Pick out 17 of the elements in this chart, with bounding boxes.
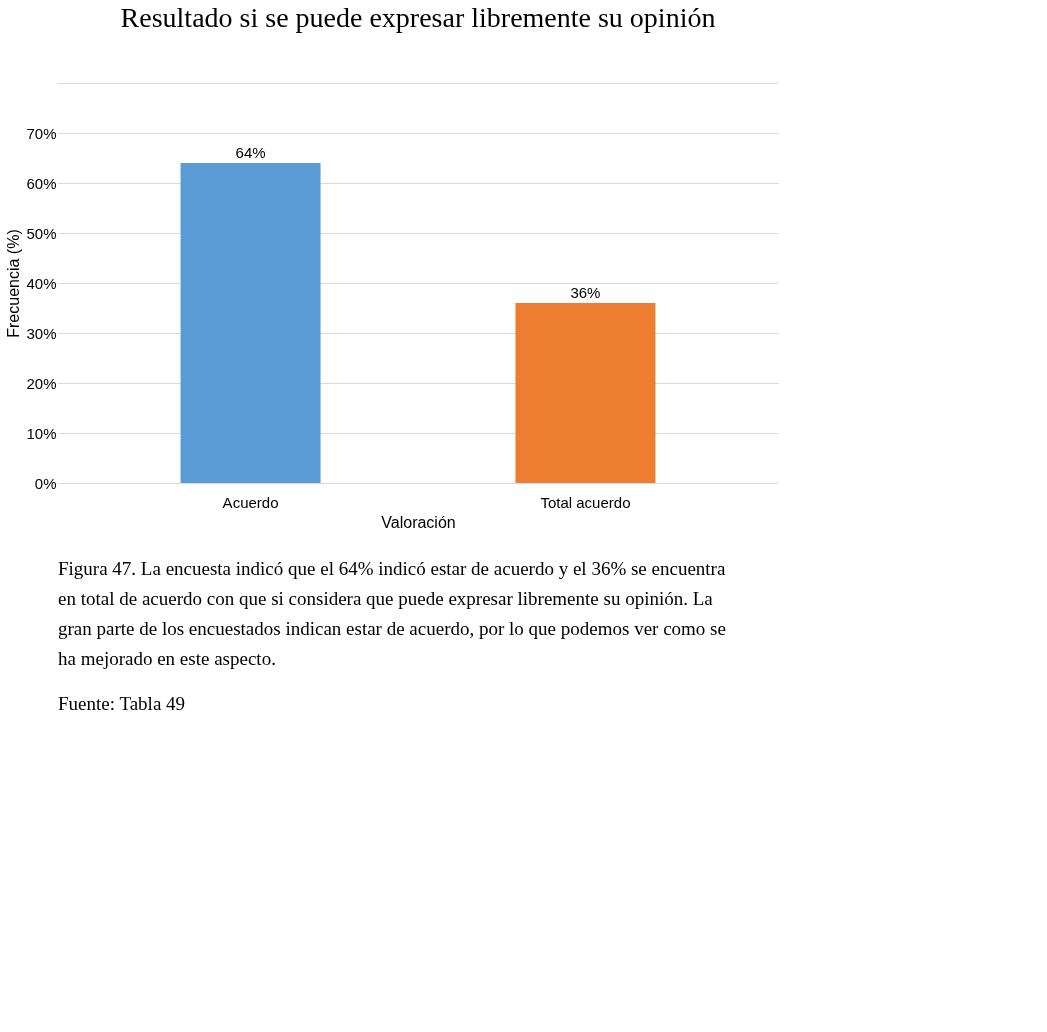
x-tick-label: Acuerdo bbox=[222, 493, 279, 511]
y-tick-label: 20% bbox=[26, 374, 57, 392]
y-tick-label: 10% bbox=[26, 424, 57, 442]
chart-title: Resultado si se puede expresar libremente su opinión bbox=[120, 2, 716, 33]
y-tick-label: 0% bbox=[34, 474, 57, 492]
y-tick-label: 50% bbox=[26, 224, 57, 242]
y-axis-title: Frecuencia (%) bbox=[5, 229, 23, 338]
x-tick-label: Total acuerdo bbox=[540, 493, 631, 511]
y-tick-label: 70% bbox=[26, 124, 57, 142]
y-tick-label: 60% bbox=[26, 174, 57, 192]
data-label: 64% bbox=[235, 144, 266, 161]
text: Figura 47. La encuesta indicó que el 64% indicó estar de acuerdo y el 36% se encuentra en total de acuerdo con que si considera que puede expresar libremente su opinión. La gran parte de los encuestados indican estar de acuerdo, por lo que podemos ver como se ha mejorado en este aspecto. bbox=[58, 558, 726, 669]
source-note: Fuente: Tabla 49 bbox=[58, 693, 186, 714]
x-axis-title: Valoración bbox=[381, 513, 456, 531]
y-tick-label: 40% bbox=[26, 274, 57, 292]
y-tick-label: 30% bbox=[26, 324, 57, 342]
data-label: 36% bbox=[570, 284, 601, 301]
